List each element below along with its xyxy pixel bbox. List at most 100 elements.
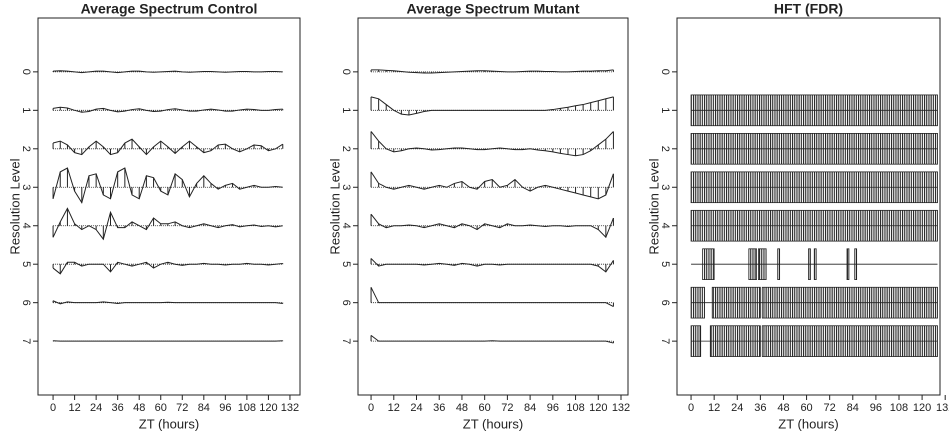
chart-title: Average Spectrum Control xyxy=(81,1,258,17)
y-tick-label: 2 xyxy=(659,146,671,152)
y-tick-label: 5 xyxy=(659,261,671,267)
y-tick-label: 6 xyxy=(659,300,671,306)
x-tick-label: 48 xyxy=(777,402,789,414)
x-tick-label: 48 xyxy=(133,402,145,414)
x-tick-label: 60 xyxy=(479,402,491,414)
chart-title: HFT (FDR) xyxy=(774,1,843,17)
amplitude-curve xyxy=(52,261,283,275)
x-tick-label: 84 xyxy=(524,402,536,414)
y-tick-label: 0 xyxy=(20,69,32,75)
y-tick-label: 0 xyxy=(340,69,352,75)
significant-interval xyxy=(854,248,858,280)
y-tick-label: 4 xyxy=(20,223,32,229)
amplitude-curve xyxy=(370,258,614,273)
significant-interval xyxy=(690,286,705,319)
plot-frame xyxy=(676,17,941,396)
x-tick-label: 36 xyxy=(433,402,445,414)
y-tick-label: 1 xyxy=(659,107,671,113)
significant-interval xyxy=(690,171,938,204)
significant-interval xyxy=(748,248,757,280)
y-tick-label: 7 xyxy=(20,338,32,344)
x-tick-label: 108 xyxy=(566,402,584,414)
x-tick-label: 36 xyxy=(112,402,124,414)
amplitude-curve xyxy=(370,334,614,344)
x-tick-label: 60 xyxy=(800,402,812,414)
y-tick-label: 2 xyxy=(340,146,352,152)
x-tick-label: 24 xyxy=(731,402,743,414)
y-tick-label: 3 xyxy=(340,184,352,190)
y-tick-label: 4 xyxy=(659,223,671,229)
y-tick-label: 5 xyxy=(20,261,32,267)
significant-interval xyxy=(690,325,702,357)
x-tick-label: 96 xyxy=(547,402,559,414)
amplitude-curve xyxy=(52,167,283,204)
x-tick-label: 96 xyxy=(870,402,882,414)
x-tick-label: 0 xyxy=(688,402,694,414)
y-axis-label: Resolution Level xyxy=(646,158,661,254)
x-tick-label: 24 xyxy=(410,402,422,414)
x-tick-label: 120 xyxy=(589,402,607,414)
y-tick-label: 6 xyxy=(340,300,352,306)
x-tick-label: 72 xyxy=(824,402,836,414)
amplitude-curve xyxy=(52,138,284,156)
amplitude-curve xyxy=(52,300,283,305)
amplitude-curve xyxy=(52,207,283,241)
x-axis-label: ZT (hours) xyxy=(463,416,523,431)
y-tick-label: 6 xyxy=(20,300,32,306)
y-tick-label: 7 xyxy=(659,338,671,344)
significant-interval xyxy=(777,248,781,280)
x-tick-label: 84 xyxy=(198,402,210,414)
y-tick-label: 3 xyxy=(659,184,671,190)
y-tick-label: 1 xyxy=(20,107,32,113)
amplitude-curve xyxy=(370,96,614,116)
y-tick-label: 1 xyxy=(340,107,352,113)
y-axis-label: Resolution Level xyxy=(7,158,22,254)
plot-frame xyxy=(357,17,629,396)
x-tick-label: 132 xyxy=(281,402,299,414)
significant-interval xyxy=(709,325,761,357)
y-axis-label: Resolution Level xyxy=(327,158,342,254)
significant-interval xyxy=(761,286,938,319)
x-tick-label: 60 xyxy=(155,402,167,414)
x-axis-label: ZT (hours) xyxy=(778,416,838,431)
amplitude-curve xyxy=(53,70,283,74)
amplitude-curve xyxy=(370,287,614,307)
y-tick-label: 3 xyxy=(20,184,32,190)
x-tick-label: 108 xyxy=(238,402,256,414)
x-tick-label: 12 xyxy=(708,402,720,414)
x-tick-label: 132 xyxy=(612,402,630,414)
significant-interval xyxy=(846,248,850,280)
x-axis-label: ZT (hours) xyxy=(139,416,199,431)
significant-interval xyxy=(702,248,715,280)
amplitude-curve xyxy=(52,106,283,113)
y-tick-label: 7 xyxy=(340,338,352,344)
significant-interval xyxy=(761,325,938,357)
x-tick-label: 120 xyxy=(913,402,931,414)
x-tick-label: 48 xyxy=(456,402,468,414)
plot-frame xyxy=(37,17,301,396)
chart-title: Average Spectrum Mutant xyxy=(407,1,580,17)
y-tick-label: 5 xyxy=(340,261,352,267)
amplitude-curve xyxy=(370,131,614,157)
x-tick-label: 108 xyxy=(890,402,908,414)
x-tick-label: 0 xyxy=(50,402,56,414)
x-tick-label: 96 xyxy=(219,402,231,414)
amplitude-curve xyxy=(370,213,614,239)
x-tick-label: 72 xyxy=(501,402,513,414)
amplitude-curve xyxy=(370,171,614,200)
y-tick-label: 2 xyxy=(20,146,32,152)
x-tick-label: 120 xyxy=(259,402,277,414)
x-tick-label: 36 xyxy=(754,402,766,414)
significant-interval xyxy=(690,209,938,242)
x-tick-label: 132 xyxy=(936,402,949,414)
x-tick-label: 12 xyxy=(68,402,80,414)
x-tick-label: 72 xyxy=(176,402,188,414)
significant-interval xyxy=(690,94,938,127)
y-tick-label: 4 xyxy=(340,223,352,229)
significant-interval xyxy=(813,248,817,280)
x-tick-label: 24 xyxy=(90,402,102,414)
amplitude-curve xyxy=(371,69,614,74)
x-tick-label: 12 xyxy=(388,402,400,414)
